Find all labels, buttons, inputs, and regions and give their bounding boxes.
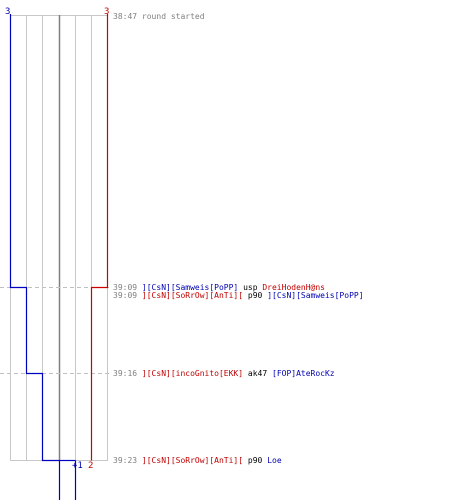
event-time: 39:09	[113, 283, 138, 292]
round-timeline-graph	[0, 14, 110, 500]
event-markers	[0, 287, 110, 374]
killer-name: ][CsN][incoGnito[EKK]	[141, 369, 244, 378]
killer-name: ][CsN][SoRrOw][AnTi][	[141, 456, 244, 465]
victim-name: Loe	[267, 456, 282, 465]
ct-end-count: +1	[72, 461, 83, 471]
weapon-name: ak47	[247, 369, 268, 378]
event-row-round-start: 38:47 round started	[113, 12, 205, 22]
event-row-kill: 39:09 ][CsN][SoRrOw][AnTi][ p90 ][CsN][S…	[113, 291, 364, 301]
event-text: round started	[141, 12, 205, 21]
weapon-name: usp	[243, 283, 258, 292]
t-team-line	[90, 14, 109, 461]
event-time: 39:09	[113, 291, 138, 300]
victim-name: [FOP]AteRocKz	[272, 369, 335, 378]
event-time: 38:47	[113, 12, 138, 21]
ct-end-count-value: 1	[77, 461, 83, 471]
t-end-count: 2	[88, 461, 94, 471]
victim-name: DreiHodenH@ns	[262, 283, 325, 292]
killer-name: ][CsN][SoRrOw][AnTi][	[141, 291, 244, 300]
event-row-kill: 39:09 ][CsN][Samweis[PoPP] usp DreiHoden…	[113, 283, 325, 293]
event-row-kill: 39:16 ][CsN][incoGnito[EKK] ak47 [FOP]At…	[113, 369, 335, 379]
event-row-kill: 39:23 ][CsN][SoRrOw][AnTi][ p90 Loe	[113, 456, 282, 466]
event-time: 39:16	[113, 369, 138, 378]
victim-name: ][CsN][Samweis[PoPP]	[267, 291, 364, 300]
weapon-name: p90	[247, 456, 263, 465]
t-start-count: 3	[104, 7, 110, 17]
event-time: 39:23	[113, 456, 138, 465]
ct-start-count: 3	[5, 7, 11, 17]
ct-team-line	[9, 14, 61, 500]
killer-name: ][CsN][Samweis[PoPP]	[141, 283, 239, 292]
weapon-name: p90	[247, 291, 263, 300]
